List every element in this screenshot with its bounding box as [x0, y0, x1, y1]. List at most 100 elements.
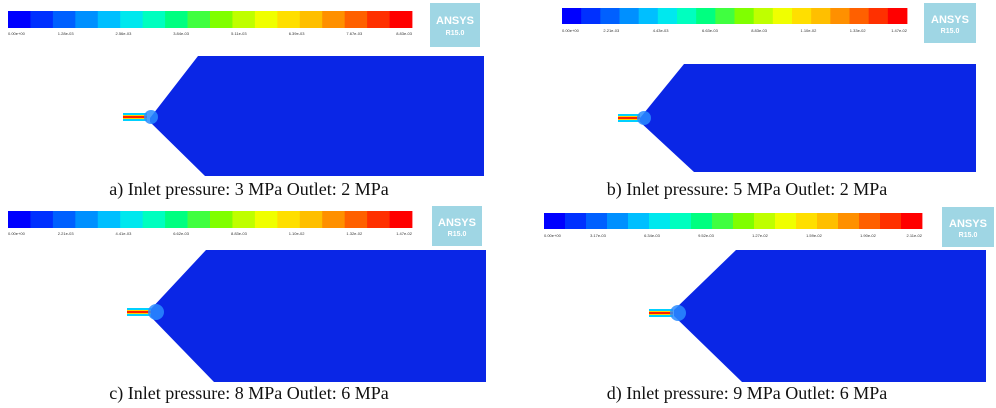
legend-swatch [880, 213, 902, 229]
legend-tick-label: 9.52e-03 [698, 233, 715, 238]
legend-swatch [367, 211, 390, 228]
legend-swatch [75, 11, 99, 28]
panel-caption: a) Inlet pressure: 3 MPa Outlet: 2 MPa [109, 179, 389, 199]
legend-swatch [97, 211, 121, 228]
legend-swatch [322, 211, 346, 228]
legend-swatch [607, 213, 629, 229]
legend-swatch [715, 8, 735, 24]
color-legend-ticks: 0.00e+00 2.21e-03 4.41e-03 6.62e-03 8.83e-03… [8, 231, 413, 236]
jet-nozzle [123, 110, 158, 124]
legend-swatch [838, 213, 860, 229]
panel-caption: d) Inlet pressure: 9 MPa Outlet: 6 MPa [606, 383, 888, 403]
contour-panel-a: 0.00e+00 1.28e-03 2.56e-03 3.84e-03 5.11e-03… [0, 0, 498, 204]
legend-swatch [753, 8, 774, 24]
legend-tick-label: 1.10e-02 [801, 28, 818, 33]
legend-tick-label: 8.83e-03 [751, 28, 768, 33]
legend-tick-label: 1.32e-02 [346, 231, 363, 236]
legend-tick-label: 1.27e-02 [752, 233, 769, 238]
legend-swatch [657, 8, 678, 24]
legend-swatch [754, 213, 776, 229]
legend-swatch [586, 213, 608, 229]
legend-swatch [120, 211, 144, 228]
legend-swatch [30, 211, 54, 228]
legend-tick-label: 1.28e-03 [58, 31, 75, 36]
legend-swatch [210, 11, 233, 28]
legend-swatch [210, 211, 233, 228]
legend-swatch [544, 213, 566, 229]
svg-text:R15.0: R15.0 [959, 232, 978, 239]
legend-swatch [817, 213, 839, 229]
legend-swatch [581, 8, 601, 24]
contour-figure: 0.00e+00 3.17e-03 6.34e-03 9.52e-03 1.27e-02… [544, 207, 994, 382]
legend-swatch [775, 213, 797, 229]
legend-swatch [187, 11, 211, 28]
legend-swatch [733, 213, 755, 229]
legend-tick-label: 7.67e-03 [346, 31, 363, 36]
legend-swatch [649, 213, 671, 229]
color-legend-bar [8, 211, 413, 228]
legend-swatch [670, 213, 692, 229]
legend-tick-label: 5.11e-03 [231, 31, 247, 36]
color-legend-bar [8, 11, 413, 28]
legend-swatch [277, 11, 301, 28]
legend-tick-label: 2.56e-03 [116, 31, 133, 36]
svg-text:ANSYS: ANSYS [931, 14, 969, 26]
svg-text:ANSYS: ANSYS [438, 217, 476, 229]
svg-text:R15.0: R15.0 [941, 28, 960, 35]
legend-swatch [796, 213, 818, 229]
legend-swatch [142, 11, 166, 28]
legend-swatch [232, 11, 256, 28]
legend-tick-label: 3.84e-03 [173, 31, 190, 36]
legend-swatch [868, 8, 889, 24]
legend-swatch [52, 11, 76, 28]
legend-swatch [344, 211, 368, 228]
legend-swatch [277, 211, 301, 228]
legend-swatch [565, 213, 587, 229]
legend-swatch [367, 11, 390, 28]
ansys-logo: ANSYS R15.0 [924, 3, 976, 43]
contour-figure: 0.00e+00 2.21e-03 4.41e-03 6.62e-03 8.83e-03… [8, 206, 486, 382]
legend-swatch [677, 8, 697, 24]
ansys-logo: ANSYS R15.0 [942, 207, 994, 247]
legend-tick-label: 8.83e-03 [231, 231, 248, 236]
legend-tick-label: 2.11e-02 [907, 233, 923, 238]
legend-swatch [232, 211, 256, 228]
legend-tick-label: 0.00e+00 [562, 28, 580, 33]
legend-swatch [75, 211, 99, 228]
legend-swatch [322, 11, 346, 28]
legend-tick-label: 1.47e-02 [891, 28, 908, 33]
panel-caption: b) Inlet pressure: 5 MPa Outlet: 2 MPa [606, 179, 888, 199]
flow-domain [640, 64, 976, 172]
legend-swatch [562, 8, 582, 24]
legend-swatch [97, 11, 121, 28]
legend-swatch [254, 211, 278, 228]
color-legend-ticks: 0.00e+00 2.21e-03 4.43e-03 6.63e-03 8.83e-03… [562, 28, 908, 33]
jet-nozzle [649, 305, 686, 321]
legend-swatch [142, 211, 166, 228]
legend-swatch [696, 8, 716, 24]
legend-swatch [389, 11, 413, 28]
legend-tick-label: 1.10e-02 [289, 231, 306, 236]
legend-swatch [830, 8, 850, 24]
color-legend-bar [544, 213, 923, 229]
legend-swatch [628, 213, 650, 229]
legend-swatch [887, 8, 908, 24]
legend-swatch [859, 213, 881, 229]
legend-tick-label: 1.90e-02 [860, 233, 877, 238]
svg-text:ANSYS: ANSYS [436, 15, 474, 27]
legend-swatch [389, 211, 413, 228]
legend-swatch [299, 11, 323, 28]
legend-swatch [165, 11, 188, 28]
legend-swatch [619, 8, 640, 24]
legend-swatch [792, 8, 812, 24]
legend-tick-label: 6.62e-03 [173, 231, 190, 236]
legend-tick-label: 0.00e+00 [544, 233, 562, 238]
ansys-logo: ANSYS R15.0 [432, 206, 482, 246]
legend-tick-label: 2.21e-03 [58, 231, 75, 236]
contour-figure: 0.00e+00 1.28e-03 2.56e-03 3.84e-03 5.11e-03… [8, 3, 484, 176]
legend-swatch [299, 211, 323, 228]
legend-tick-label: 0.00e+00 [8, 231, 26, 236]
flow-domain [150, 250, 486, 382]
legend-swatch [254, 11, 278, 28]
color-legend-ticks: 0.00e+00 1.28e-03 2.56e-03 3.84e-03 5.11e-03… [8, 31, 413, 36]
